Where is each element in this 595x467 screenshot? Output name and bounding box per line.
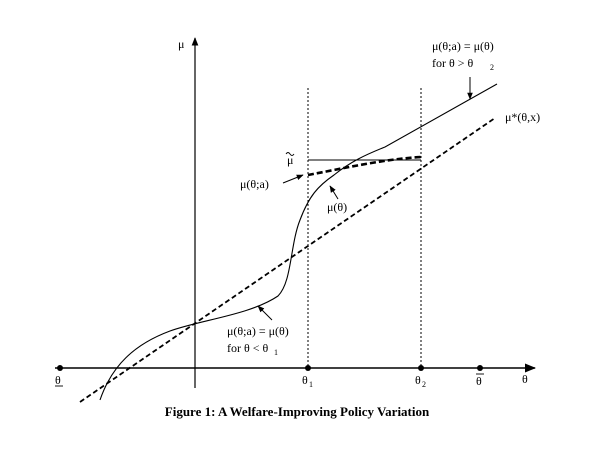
bottom-arrow [257,305,273,321]
svg-text:for θ < θ: for θ < θ [227,341,269,355]
theta1-dot [305,365,311,371]
svg-text:2: 2 [422,380,426,389]
mu-tilde-label: μ [285,152,295,167]
mu-theta-curve [99,83,498,401]
mu-star-label: μ*(θ,x) [505,110,540,124]
svg-text:μ: μ [287,153,293,167]
theta-upper-label: θ [476,373,484,388]
theta-lower-dot [57,365,63,371]
svg-text:2: 2 [490,63,494,72]
svg-text:θ: θ [55,373,61,387]
y-axis-label: μ [178,37,184,51]
svg-text:θ: θ [302,373,308,387]
mu-star-line [79,117,496,403]
svg-text:1: 1 [274,348,278,357]
bottom-equation: μ(θ;a) = μ(θ) [227,324,289,338]
figure-caption: Figure 1: A Welfare-Improving Policy Var… [165,404,430,419]
theta2-dot [418,365,424,371]
top-condition: for θ > θ 2 [432,56,494,72]
mu-theta-arrow [329,185,339,200]
theta2-label: θ 2 [415,373,426,389]
x-axis-label: θ [522,372,528,386]
mu-theta-a-arrow [282,174,304,184]
svg-text:θ: θ [415,373,421,387]
theta1-label: θ 1 [302,373,313,389]
top-equation: μ(θ;a) = μ(θ) [432,39,494,53]
theta-upper-dot [477,365,483,371]
svg-text:1: 1 [309,380,313,389]
bottom-condition: for θ < θ 1 [227,341,278,357]
theta-lower-label: θ [55,373,63,387]
svg-text:for θ > θ: for θ > θ [432,56,474,70]
svg-text:θ: θ [476,374,482,388]
mu-theta-a-curve [307,155,422,177]
mu-theta-label: μ(θ) [327,200,347,214]
mu-theta-a-label: μ(θ;a) [240,177,269,191]
